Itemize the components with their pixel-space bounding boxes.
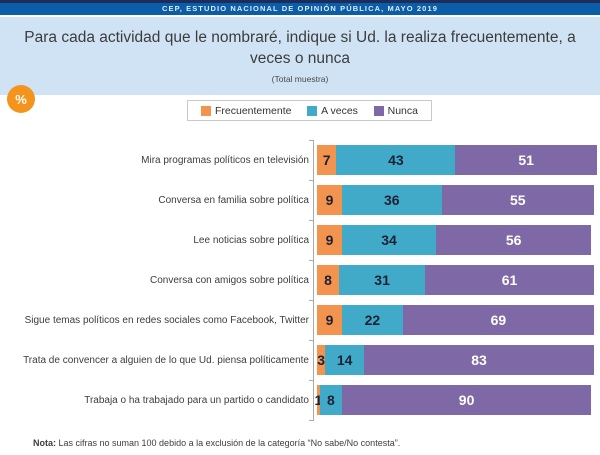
a-veces-swatch-icon [307, 105, 318, 116]
chart-row: Trabaja o ha trabajado para un partido o… [0, 380, 600, 420]
bar-segment-frecuentemente: 1 [314, 385, 322, 415]
bar-category-label: Sigue temas políticos en redes sociales … [24, 314, 309, 326]
legend-label: A veces [321, 104, 358, 117]
top-hairline [0, 0, 600, 3]
legend-item-frecuentemente: Frecuentemente [201, 105, 291, 117]
bar-segment-nunca: 69 [402, 305, 594, 335]
bar-segment-a-veces: 14 [325, 345, 365, 375]
bar-segment-frecuentemente: 3 [317, 345, 326, 375]
bar-segment-frecuentemente: 9 [317, 305, 342, 335]
bar-segment-a-veces: 8 [319, 385, 342, 415]
bar-segment-a-veces: 36 [341, 185, 442, 215]
source-banner-text: CEP, ESTUDIO NACIONAL DE OPINIÓN PÚBLICA… [161, 4, 438, 13]
axis-tick [309, 220, 313, 221]
bar-segment-nunca: 55 [441, 185, 594, 215]
legend-label: Frecuentemente [215, 104, 292, 117]
bar-segment-nunca: 61 [425, 265, 594, 295]
bar-segment-nunca: 90 [341, 385, 592, 415]
axis-tick [309, 420, 313, 421]
chart-row: Sigue temas políticos en redes sociales … [0, 300, 600, 340]
bar-segment-a-veces: 34 [341, 225, 437, 255]
percent-badge-text: % [15, 91, 27, 107]
stacked-bar: 3 14 83 [317, 345, 594, 375]
source-banner: CEP, ESTUDIO NACIONAL DE OPINIÓN PÚBLICA… [0, 3, 600, 15]
nunca-swatch-icon [373, 105, 384, 116]
chart-row: Conversa en familia sobre política 9 36 55 [0, 180, 600, 220]
bar-segment-frecuentemente: 8 [317, 265, 340, 295]
bar-segment-frecuentemente: 7 [317, 145, 337, 175]
axis-tick [309, 140, 313, 141]
chart-row: Lee noticias sobre política 9 34 56 [0, 220, 600, 260]
axis-tick [309, 380, 313, 381]
legend-label: Nunca [387, 104, 418, 117]
legend-item-a-veces: A veces [307, 105, 358, 117]
bar-segment-frecuentemente: 9 [317, 225, 342, 255]
legend: Frecuentemente A veces Nunca [187, 100, 432, 121]
bar-category-label: Trata de convencer a alguien de lo que U… [23, 354, 309, 366]
bar-segment-a-veces: 22 [341, 305, 403, 335]
bar-category-label: Lee noticias sobre política [193, 234, 309, 246]
chart-rows: Mira programas políticos en televisión 7 4… [0, 140, 600, 420]
chart: Mira programas políticos en televisión 7 4… [0, 140, 600, 421]
axis-tick [309, 300, 313, 301]
bar-segment-a-veces: 31 [339, 265, 426, 295]
chart-row: Mira programas políticos en televisión 7 4… [0, 140, 600, 180]
bar-segment-a-veces: 43 [336, 145, 456, 175]
bar-category-label: Mira programas políticos en televisión [141, 154, 309, 166]
stacked-bar: 7 43 51 [317, 145, 597, 175]
stacked-bar: 9 36 55 [317, 185, 594, 215]
frecuentemente-swatch-icon [201, 105, 211, 116]
bar-category-label: Trabaja o ha trabajado para un partido o… [84, 394, 309, 406]
stacked-bar: 9 22 69 [317, 305, 594, 335]
bar-category-label: Conversa en familia sobre política [158, 194, 309, 206]
stacked-bar: 8 31 61 [317, 265, 594, 295]
chart-row: Conversa con amigos sobre política 8 31 61 [0, 260, 600, 300]
stacked-bar: 1 8 90 [314, 385, 592, 415]
axis-tick [309, 340, 313, 341]
bar-category-label: Conversa con amigos sobre política [150, 274, 309, 286]
bar-segment-nunca: 51 [455, 145, 597, 175]
axis-tick [309, 260, 313, 261]
footnote-label: Nota: [33, 438, 56, 448]
percent-badge-icon: % [7, 85, 35, 113]
stacked-bar: 9 34 56 [317, 225, 592, 255]
bar-segment-frecuentemente: 9 [317, 185, 342, 215]
bar-segment-nunca: 56 [436, 225, 592, 255]
y-axis-line [313, 140, 314, 421]
footnote: Nota: Las cifras no suman 100 debido a l… [33, 438, 600, 448]
chart-row: Trata de convencer a alguien de lo que U… [0, 340, 600, 380]
page-title-line-2: veces o nunca [250, 50, 350, 67]
chart-header: Para cada actividad que le nombraré, ind… [0, 17, 600, 95]
bar-segment-nunca: 83 [364, 345, 594, 375]
axis-tick [309, 180, 313, 181]
sample-subtitle: (Total muestra) [271, 74, 329, 84]
legend-item-nunca: Nunca [373, 104, 418, 117]
page-title-line-1: Para cada actividad que le nombraré, ind… [24, 29, 576, 46]
footnote-text: Las cifras no suman 100 debido a la excl… [56, 438, 401, 448]
